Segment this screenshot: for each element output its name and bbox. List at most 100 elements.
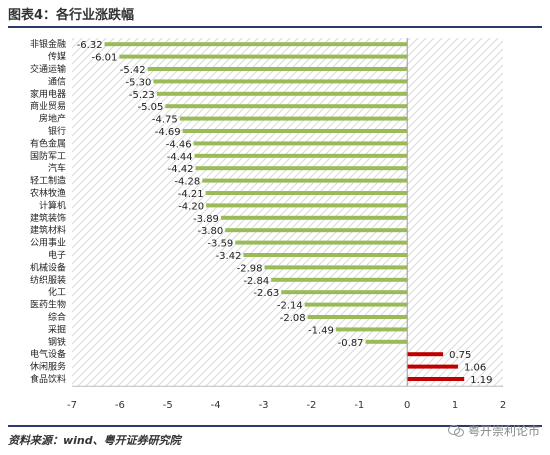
category-label: 化工 — [48, 286, 66, 298]
wechat-icon — [447, 424, 464, 437]
x-tick-label: -4 — [211, 400, 221, 411]
category-label: 钢铁 — [48, 336, 66, 348]
bar — [220, 215, 408, 220]
source-note: 资料来源：wind、粤开证券研究院 — [8, 434, 181, 447]
category-label: 机械设备 — [30, 261, 66, 273]
value-label: -2.63 — [253, 288, 279, 299]
value-label: -3.42 — [216, 251, 242, 262]
bar — [407, 352, 444, 357]
value-label: -5.42 — [120, 65, 146, 76]
bar — [365, 339, 408, 344]
value-label: -0.87 — [338, 338, 364, 349]
category-label: 公用事业 — [30, 237, 66, 249]
value-label: -4.28 — [174, 177, 200, 188]
x-tick-label: -7 — [67, 400, 77, 411]
category-label: 休闲服务 — [30, 361, 66, 373]
category-label: 传媒 — [48, 51, 66, 63]
bar — [119, 54, 408, 59]
value-label: 0.75 — [449, 350, 471, 361]
bar — [195, 166, 408, 171]
bar — [407, 364, 458, 369]
x-tick-label: -2 — [306, 400, 316, 411]
value-label: -2.84 — [243, 276, 269, 287]
value-label: -4.46 — [166, 139, 192, 150]
value-label: -4.69 — [155, 127, 181, 138]
bar — [147, 67, 408, 71]
category-label: 房地产 — [39, 113, 66, 125]
category-label: 医药生物 — [30, 299, 66, 311]
bar — [165, 104, 408, 109]
x-tick-label: -5 — [163, 400, 173, 411]
value-label: -4.42 — [168, 164, 194, 175]
category-label: 通信 — [48, 75, 66, 87]
x-tick-label: 2 — [500, 400, 506, 411]
bar — [194, 153, 408, 158]
title-rule — [8, 26, 542, 28]
value-label: -1.49 — [308, 325, 334, 336]
bar — [407, 377, 465, 381]
value-label: -2.14 — [277, 301, 303, 312]
category-label: 商业贸易 — [30, 100, 66, 112]
watermark-text: 粤开崇利论市 — [467, 424, 540, 438]
x-tick-label: 1 — [452, 400, 458, 411]
value-label: -3.59 — [207, 239, 233, 250]
bar — [206, 203, 408, 208]
value-label: -6.01 — [92, 53, 118, 64]
x-tick-label: -1 — [354, 400, 364, 411]
bar — [182, 129, 408, 133]
value-label: -3.80 — [197, 226, 223, 237]
x-tick-label: -3 — [259, 400, 269, 411]
value-label: 1.06 — [464, 363, 486, 374]
category-label: 纺织服装 — [30, 274, 66, 286]
category-label: 有色金属 — [30, 137, 66, 149]
bar — [156, 91, 408, 96]
x-tick-label: 0 — [404, 400, 410, 411]
bar — [264, 265, 408, 270]
value-label: 1.19 — [470, 375, 492, 386]
category-label: 计算机 — [39, 199, 66, 211]
bar — [202, 178, 408, 183]
bar — [225, 228, 408, 233]
bar — [104, 42, 408, 47]
bar — [304, 302, 408, 307]
category-label: 建筑材料 — [30, 224, 66, 236]
watermark: 粤开崇利论市 — [447, 422, 540, 439]
category-label: 综合 — [48, 311, 66, 323]
category-label: 家用电器 — [30, 88, 66, 100]
value-label: -4.75 — [152, 115, 178, 126]
value-label: -4.21 — [178, 189, 204, 200]
value-label: -4.20 — [178, 201, 204, 212]
value-label: -2.08 — [280, 313, 306, 324]
bar — [153, 79, 408, 84]
category-label: 轻工制造 — [30, 175, 66, 187]
bar — [243, 253, 408, 257]
value-label: -5.23 — [129, 90, 155, 101]
category-label: 农林牧渔 — [30, 187, 66, 199]
value-label: -6.32 — [77, 40, 103, 51]
bar — [235, 240, 408, 245]
category-label: 食品饮料 — [30, 373, 66, 385]
category-label: 非银金融 — [30, 38, 66, 50]
category-label: 汽车 — [48, 162, 66, 174]
category-label: 国防军工 — [30, 150, 66, 162]
bar — [205, 191, 408, 195]
plot-area — [72, 38, 503, 387]
bar — [179, 116, 408, 121]
value-label: -4.44 — [167, 152, 193, 163]
category-label: 交通运输 — [30, 63, 66, 75]
bar — [271, 277, 408, 282]
category-label: 采掘 — [48, 323, 66, 335]
bar — [335, 327, 408, 332]
bar — [281, 290, 408, 295]
figure-title: 图表4：各行业涨跌幅 — [8, 8, 135, 23]
value-label: -2.98 — [237, 263, 263, 274]
value-label: -3.89 — [193, 214, 219, 225]
value-label: -5.05 — [138, 102, 164, 113]
category-label: 银行 — [48, 125, 66, 137]
bottom-rule — [8, 425, 542, 427]
bar — [193, 141, 408, 146]
bar — [307, 315, 408, 319]
x-tick-label: -6 — [115, 400, 125, 411]
category-label: 建筑装饰 — [30, 212, 66, 224]
